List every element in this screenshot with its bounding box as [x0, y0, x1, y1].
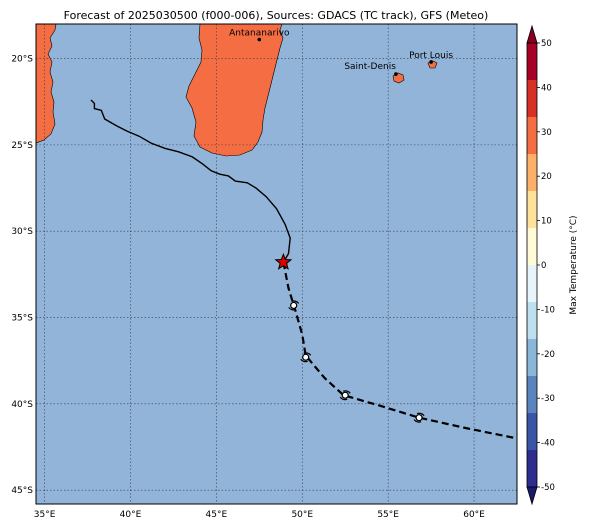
current-position-star-icon [274, 252, 293, 270]
lon-tick-label: 55°E [377, 510, 399, 520]
colorbar-tick-label: 0 [541, 261, 546, 271]
lon-tick-label: 40°E [120, 510, 142, 520]
lat-tick-label: 40°S [11, 400, 33, 410]
forecast-track-line [282, 262, 517, 440]
colorbar-segment [527, 191, 537, 228]
lat-tick-label: 25°S [11, 141, 33, 151]
colorbar-label: Max Temperature (°C) [569, 215, 579, 314]
africa-coast [36, 24, 57, 144]
cyclone-symbol-icon [288, 300, 300, 311]
colorbar-segment [527, 117, 537, 154]
lat-tick-label: 35°S [11, 314, 33, 324]
lat-tick-label: 45°S [11, 486, 33, 496]
colorbar-segment [527, 450, 537, 487]
city-label: Antananarivo [229, 29, 290, 39]
colorbar-tick-label: -10 [541, 305, 555, 315]
colorbar-under-arrow [526, 486, 538, 506]
city-dot [429, 60, 433, 64]
lat-tick-label: 20°S [11, 55, 33, 65]
colorbar-tick-label: 50 [541, 39, 552, 49]
colorbar-segment [527, 376, 537, 413]
lon-tick-label: 60°E [463, 510, 485, 520]
colorbar-tick-label: -50 [541, 483, 555, 493]
colorbar-over-arrow [526, 24, 538, 44]
colorbar-segment [527, 80, 537, 117]
colorbar-tick-label: -30 [541, 394, 555, 404]
cyclone-symbol-icon [339, 390, 351, 401]
map-frame [35, 23, 518, 505]
colorbar-segment [527, 339, 537, 376]
latitude-ticks: 20°S 25°S 30°S 35°S 40°S 45°S [11, 55, 33, 497]
longitude-ticks: 35°E 40°E 45°E 50°E 55°E 60°E [34, 510, 485, 520]
cyclone-symbol-icon [413, 412, 425, 423]
cyclone-track [90, 99, 517, 440]
colorbar-segment [527, 228, 537, 265]
map-title: Forecast of 2025030500 (f000-006), Sourc… [64, 9, 489, 22]
city-dot [257, 37, 262, 42]
ocean [36, 24, 517, 504]
lat-tick-label: 30°S [11, 227, 33, 237]
colorbar-segment [527, 302, 537, 339]
gridlines [36, 24, 517, 504]
colorbar-segment [527, 154, 537, 191]
colorbar-segment [527, 265, 537, 302]
land-layer [36, 24, 438, 157]
colorbar-segment [527, 413, 537, 450]
city-label: Saint-Denis [344, 62, 396, 72]
city-label: Port Louis [409, 51, 453, 61]
lon-tick-label: 35°E [34, 510, 56, 520]
colorbar-segment [527, 43, 537, 80]
madagascar [185, 24, 284, 157]
observed-track-line [90, 99, 291, 263]
colorbar: -50 -40 -30 -20 -10 0 10 20 30 40 50 [526, 24, 555, 506]
colorbar-tick-label: 20 [541, 172, 552, 182]
colorbar-tick-label: -20 [541, 350, 555, 360]
lon-tick-label: 45°E [206, 510, 228, 520]
lon-tick-label: 50°E [291, 510, 313, 520]
cyclone-symbol-icon [300, 352, 312, 363]
city-markers: Antananarivo Saint-Denis Port Louis [229, 29, 453, 76]
colorbar-tick-label: 30 [541, 128, 552, 138]
colorbar-tick-label: -40 [541, 439, 555, 449]
colorbar-tick-label: 40 [541, 83, 552, 93]
colorbar-tick-label: 10 [541, 217, 552, 227]
city-dot [394, 72, 398, 76]
